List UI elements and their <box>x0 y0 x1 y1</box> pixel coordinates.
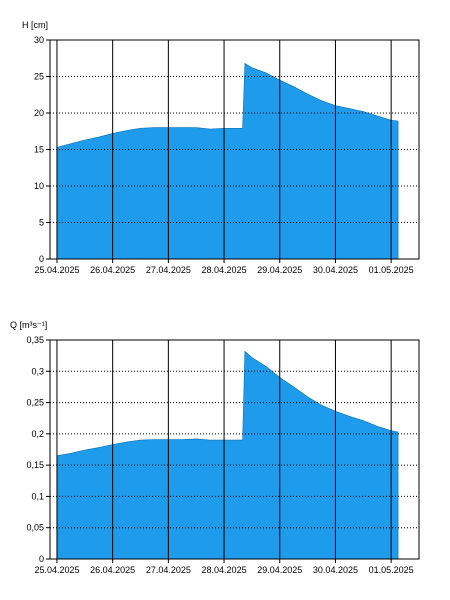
x-tick-label: 30.04.2025 <box>313 265 358 275</box>
y-axis-label: Q [m³s⁻¹] <box>10 320 47 330</box>
x-tick-label: 25.04.2025 <box>34 265 79 275</box>
water-level-chart: 0 5 10 15 20 25 30 25.04.2025 26.04.2025 27.04.20… <box>22 20 420 275</box>
y-axis-label: H [cm] <box>22 20 48 30</box>
x-tick-label: 27.04.2025 <box>146 265 191 275</box>
x-tick-label: 26.04.2025 <box>90 265 135 275</box>
y-tick-label: 0,15 <box>26 460 44 470</box>
x-tick-label: 30.04.2025 <box>313 565 358 575</box>
y-tick-label: 20 <box>34 108 44 118</box>
y-tick-label: 0,35 <box>26 335 44 345</box>
y-tick-label: 10 <box>34 181 44 191</box>
x-tick-label: 01.05.2025 <box>369 565 414 575</box>
y-tick-label: 0,25 <box>26 398 44 408</box>
y-tick-label: 15 <box>34 145 44 155</box>
discharge-chart: 0 0,05 0,1 0,15 0,2 0,25 0,3 0,35 25.04.2025 26.0… <box>10 320 420 575</box>
plot-frame <box>49 339 420 560</box>
y-tick-label: 0,1 <box>31 491 44 501</box>
y-tick-label: 30 <box>34 35 44 45</box>
y-tick-label: 0 <box>39 554 44 564</box>
x-tick-label: 27.04.2025 <box>146 565 191 575</box>
x-tick-label: 29.04.2025 <box>257 265 302 275</box>
x-tick-label: 25.04.2025 <box>34 565 79 575</box>
y-tick-label: 25 <box>34 72 44 82</box>
x-tick-label: 29.04.2025 <box>257 565 302 575</box>
y-tick-label: 0,3 <box>31 366 44 376</box>
y-tick-label: 5 <box>39 218 44 228</box>
y-tick-label: 0 <box>39 254 44 264</box>
x-tick-label: 28.04.2025 <box>202 565 247 575</box>
y-tick-label: 0,2 <box>31 429 44 439</box>
x-tick-label: 01.05.2025 <box>369 265 414 275</box>
plot-frame <box>49 39 420 260</box>
x-tick-label: 26.04.2025 <box>90 565 135 575</box>
x-tick-label: 28.04.2025 <box>202 265 247 275</box>
y-tick-label: 0,05 <box>26 523 44 533</box>
